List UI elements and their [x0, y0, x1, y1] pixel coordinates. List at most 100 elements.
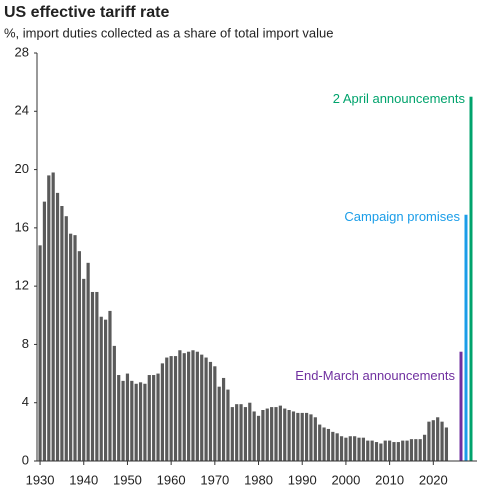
- bar: [418, 439, 422, 461]
- bar: [261, 410, 265, 461]
- bar: [42, 201, 47, 461]
- bar: [459, 351, 463, 461]
- bar: [318, 424, 322, 461]
- bar: [226, 389, 230, 461]
- y-tick-label: 12: [15, 278, 29, 293]
- bar: [339, 436, 344, 461]
- bar: [169, 356, 173, 461]
- bar: [217, 386, 221, 461]
- bar: [379, 443, 383, 461]
- bar: [64, 216, 68, 461]
- bar: [464, 214, 468, 461]
- bar: [235, 404, 239, 461]
- bar: [195, 351, 199, 461]
- bar: [388, 440, 392, 461]
- annotation: 2 April announcements: [333, 91, 466, 106]
- bar: [178, 350, 182, 461]
- bar: [265, 408, 269, 461]
- bar: [47, 175, 51, 461]
- bar: [313, 417, 317, 461]
- bar: [143, 383, 147, 461]
- bar: [117, 375, 121, 461]
- bar: [160, 363, 165, 461]
- bar: [304, 412, 309, 461]
- bar: [300, 412, 304, 461]
- bar: [125, 373, 130, 461]
- bar: [326, 428, 331, 461]
- x-tick-label: 1950: [113, 472, 142, 487]
- bar: [82, 278, 86, 461]
- x-tick-label: 2010: [375, 472, 404, 487]
- bar: [213, 366, 217, 461]
- bar: [422, 434, 427, 461]
- bar: [243, 407, 248, 461]
- bar: [309, 414, 313, 461]
- bar: [121, 380, 125, 461]
- x-tick-label: 1940: [69, 472, 98, 487]
- bar: [401, 440, 405, 461]
- bar: [230, 407, 234, 461]
- bar: [440, 421, 444, 461]
- x-tick-label: 1970: [200, 472, 229, 487]
- x-tick-label: 1980: [244, 472, 273, 487]
- x-tick-label: 2020: [419, 472, 448, 487]
- bar: [278, 405, 282, 461]
- bar: [409, 439, 414, 461]
- y-tick-label: 8: [22, 336, 29, 351]
- x-tick-label: 2000: [331, 472, 360, 487]
- bar: [134, 383, 138, 461]
- bar: [357, 437, 361, 461]
- bar: [256, 415, 261, 461]
- bar: [38, 245, 42, 461]
- bar: [51, 172, 55, 461]
- bar: [383, 440, 387, 461]
- bar: [108, 310, 112, 461]
- bar: [73, 235, 77, 461]
- bar: [469, 96, 473, 461]
- x-tick-label: 1930: [26, 472, 55, 487]
- bar: [344, 437, 348, 461]
- bar: [436, 417, 440, 461]
- bar: [396, 442, 400, 461]
- bar: [69, 233, 73, 461]
- bar: [112, 345, 116, 461]
- bar: [374, 442, 379, 461]
- bar: [239, 404, 243, 461]
- bar: [444, 427, 449, 461]
- bar: [431, 420, 435, 461]
- bar: [86, 262, 90, 461]
- bar: [130, 380, 134, 461]
- y-tick-label: 4: [22, 394, 29, 409]
- bar: [392, 442, 396, 461]
- bar: [335, 433, 339, 461]
- chart-title: US effective tariff rate: [4, 4, 169, 21]
- y-tick-label: 24: [15, 103, 29, 118]
- bar: [204, 357, 208, 461]
- y-tick-label: 16: [15, 219, 29, 234]
- chart-subtitle: %, import duties collected as a share of…: [4, 25, 334, 40]
- bar: [173, 356, 178, 461]
- annotation: End-March announcements: [295, 368, 455, 383]
- bar: [99, 316, 103, 461]
- bar: [370, 440, 374, 461]
- annotation: Campaign promises: [344, 209, 460, 224]
- bar: [191, 350, 195, 461]
- bar: [77, 251, 81, 461]
- bar: [156, 373, 160, 461]
- bar: [405, 440, 409, 461]
- bar: [252, 411, 256, 461]
- bar: [248, 402, 252, 461]
- bar: [60, 206, 64, 461]
- bar: [296, 412, 300, 461]
- bar: [322, 427, 326, 461]
- bar: [221, 377, 226, 461]
- bar: [152, 375, 156, 461]
- y-tick-label: 28: [15, 44, 29, 59]
- bar: [427, 421, 431, 461]
- bar: [414, 439, 418, 461]
- x-tick-label: 1990: [288, 472, 317, 487]
- y-tick-label: 20: [15, 161, 29, 176]
- bar: [270, 407, 274, 461]
- bar: [348, 436, 352, 461]
- bar: [274, 407, 278, 461]
